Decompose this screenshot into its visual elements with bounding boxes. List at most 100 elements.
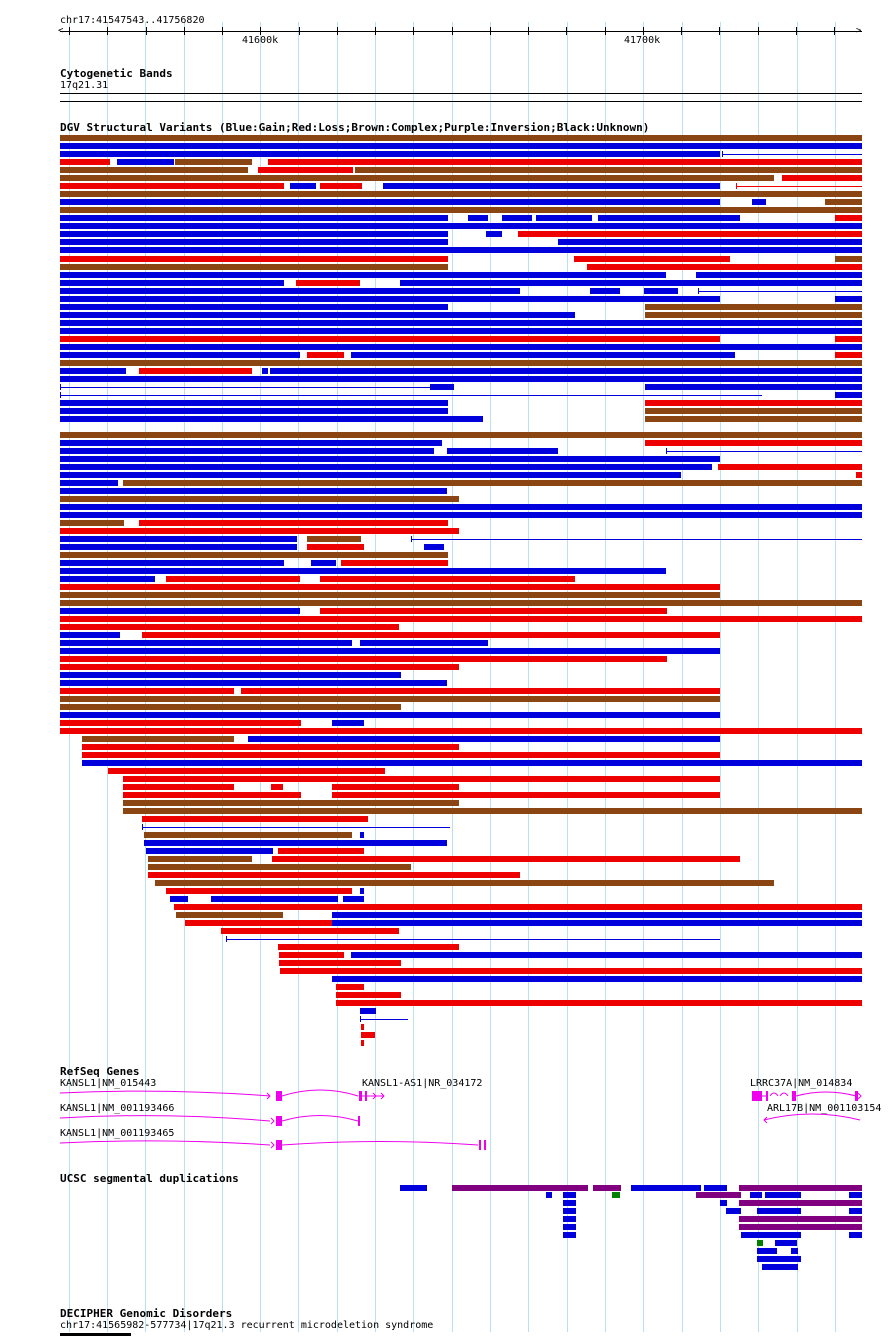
dgv-variant[interactable]: [320, 576, 575, 582]
dgv-variant[interactable]: [645, 312, 862, 318]
dgv-variant[interactable]: [60, 616, 862, 622]
dgv-variant[interactable]: [60, 488, 447, 494]
dgv-variant[interactable]: [60, 328, 862, 334]
dgv-variant[interactable]: [558, 239, 862, 245]
segdup-feature[interactable]: [765, 1192, 801, 1198]
dgv-variant[interactable]: [60, 376, 862, 382]
dgv-variant[interactable]: [148, 856, 252, 862]
dgv-variant[interactable]: [307, 352, 344, 358]
dgv-variant[interactable]: [518, 231, 862, 237]
dgv-variant[interactable]: [468, 215, 488, 221]
dgv-variant[interactable]: [430, 384, 454, 390]
dgv-variant[interactable]: [60, 712, 720, 718]
dgv-variant[interactable]: [351, 352, 735, 358]
segdup-feature[interactable]: [849, 1192, 862, 1198]
dgv-variant[interactable]: [645, 408, 862, 414]
dgv-variant[interactable]: [108, 768, 385, 774]
dgv-variant[interactable]: [60, 560, 284, 566]
dgv-variant[interactable]: [60, 312, 192, 318]
dgv-track-title[interactable]: DGV Structural Variants (Blue:Gain;Red:L…: [60, 121, 650, 134]
dgv-variant[interactable]: [192, 312, 292, 318]
dgv-variant[interactable]: [835, 296, 862, 302]
dgv-variant[interactable]: [332, 784, 459, 790]
dgv-variant[interactable]: [645, 440, 862, 446]
dgv-variant[interactable]: [279, 952, 344, 958]
dgv-variant[interactable]: [307, 544, 364, 550]
dgv-variant[interactable]: [360, 640, 488, 646]
dgv-variant[interactable]: [645, 416, 862, 422]
dgv-variant[interactable]: [332, 920, 862, 926]
dgv-variant[interactable]: [60, 223, 862, 229]
segdup-feature[interactable]: [757, 1256, 801, 1262]
dgv-variant[interactable]: [60, 288, 520, 294]
dgv-variant[interactable]: [60, 395, 762, 396]
segdup-feature[interactable]: [849, 1208, 862, 1214]
dgv-variant[interactable]: [60, 143, 862, 149]
dgv-variant[interactable]: [60, 624, 399, 630]
dgv-variant[interactable]: [123, 784, 234, 790]
dgv-variant[interactable]: [835, 336, 862, 342]
dgv-variant[interactable]: [176, 912, 283, 918]
dgv-variant[interactable]: [148, 864, 411, 870]
dgv-variant[interactable]: [142, 827, 450, 828]
segdup-feature[interactable]: [739, 1224, 862, 1230]
dgv-variant[interactable]: [60, 464, 712, 470]
dgv-variant[interactable]: [718, 464, 862, 470]
dgv-variant[interactable]: [60, 368, 126, 374]
dgv-variant[interactable]: [123, 808, 862, 814]
segdup-feature[interactable]: [757, 1248, 777, 1254]
dgv-variant[interactable]: [60, 448, 434, 454]
dgv-variant[interactable]: [60, 440, 442, 446]
dgv-variant[interactable]: [336, 984, 364, 990]
dgv-variant[interactable]: [355, 167, 862, 173]
dgv-variant[interactable]: [117, 159, 174, 165]
dgv-variant[interactable]: [270, 368, 862, 374]
dgv-variant[interactable]: [60, 256, 448, 262]
dgv-variant[interactable]: [587, 264, 645, 270]
dgv-variant[interactable]: [536, 215, 592, 221]
decipher-item-label[interactable]: chr17:41565982-577734|17q21.3 recurrent …: [60, 1320, 434, 1331]
dgv-variant[interactable]: [139, 368, 252, 374]
dgv-variant[interactable]: [698, 291, 862, 292]
dgv-variant[interactable]: [60, 728, 862, 734]
dgv-variant[interactable]: [574, 256, 730, 262]
dgv-variant[interactable]: [60, 592, 720, 598]
gene-label-kansl1-nm015443[interactable]: KANSL1|NM_015443: [60, 1078, 157, 1089]
dgv-variant[interactable]: [60, 664, 459, 670]
dgv-variant[interactable]: [332, 720, 364, 726]
dgv-variant[interactable]: [60, 207, 862, 213]
segdup-feature[interactable]: [750, 1192, 762, 1198]
dgv-variant[interactable]: [598, 215, 618, 221]
dgv-variant[interactable]: [307, 536, 361, 542]
segdup-feature[interactable]: [775, 1240, 797, 1246]
dgv-variant[interactable]: [60, 304, 448, 310]
dgv-variant[interactable]: [221, 928, 399, 934]
dgv-variant[interactable]: [146, 848, 273, 854]
segdup-feature[interactable]: [762, 1264, 798, 1270]
dgv-variant[interactable]: [60, 352, 300, 358]
dgv-variant[interactable]: [142, 632, 720, 638]
segdup-feature[interactable]: [741, 1232, 801, 1238]
dgv-variant[interactable]: [144, 832, 352, 838]
dgv-variant[interactable]: [211, 896, 338, 902]
dgv-variant[interactable]: [424, 544, 444, 550]
dgv-variant[interactable]: [248, 736, 720, 742]
segdup-feature[interactable]: [452, 1185, 588, 1191]
dgv-variant[interactable]: [144, 840, 447, 846]
dgv-variant[interactable]: [835, 392, 862, 398]
dgv-variant[interactable]: [60, 608, 300, 614]
dgv-variant[interactable]: [60, 175, 774, 181]
segdup-feature[interactable]: [563, 1216, 576, 1222]
dgv-variant[interactable]: [60, 704, 401, 710]
dgv-variant[interactable]: [411, 539, 862, 540]
dgv-variant[interactable]: [185, 920, 338, 926]
dgv-variant[interactable]: [645, 400, 862, 406]
dgv-variant[interactable]: [341, 560, 448, 566]
dgv-variant[interactable]: [278, 944, 459, 950]
dgv-variant[interactable]: [360, 832, 364, 838]
dgv-variant[interactable]: [290, 183, 316, 189]
dgv-variant[interactable]: [60, 472, 681, 478]
dgv-variant[interactable]: [292, 312, 575, 318]
segdup-feature[interactable]: [720, 1200, 727, 1206]
dgv-variant[interactable]: [60, 215, 448, 221]
